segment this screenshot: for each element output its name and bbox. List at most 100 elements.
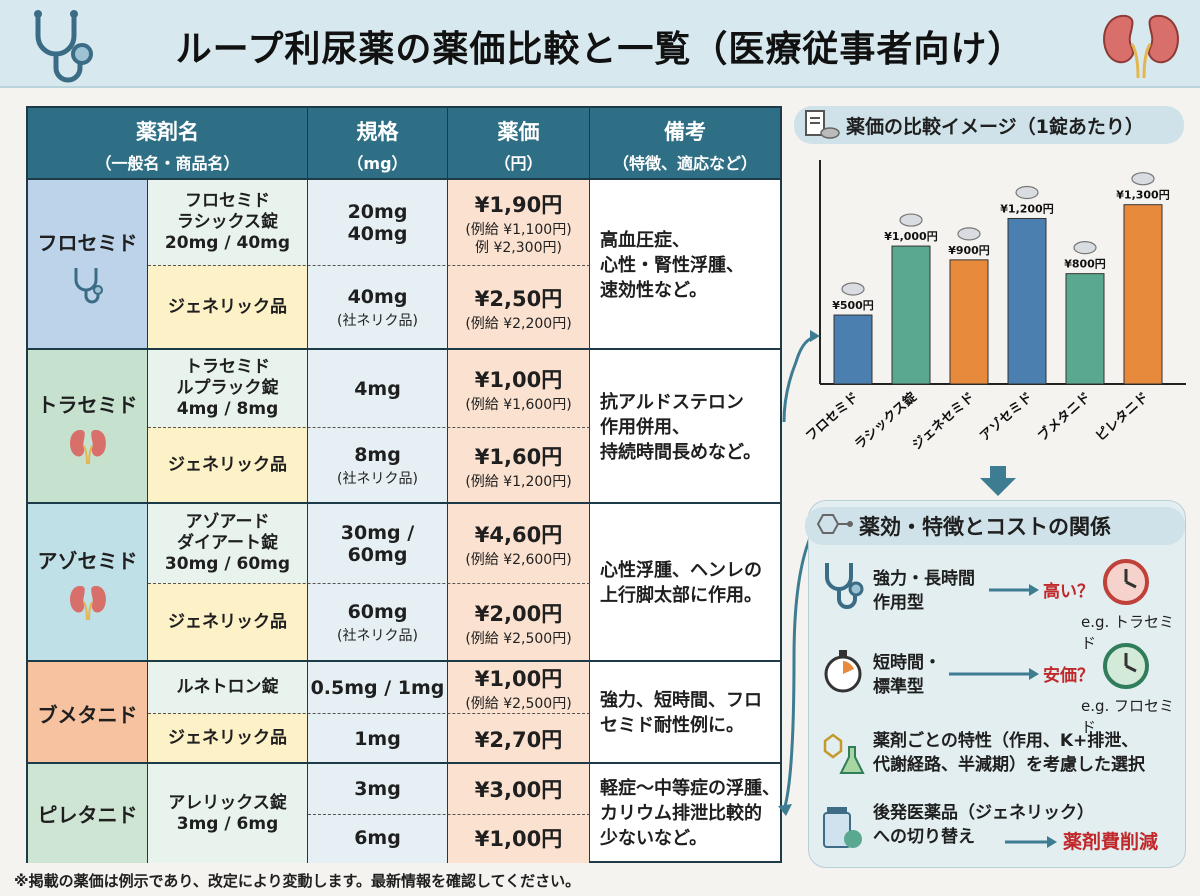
price-value: ¥2,50円 [474, 286, 563, 311]
spec-cell: 8mg (社ネリク品) [308, 427, 448, 504]
chart-header: 薬価の比較イメージ（1錠あたり） [794, 106, 1184, 144]
spec-cell: 20mg 40mg [308, 180, 448, 265]
bar [833, 314, 873, 385]
stopwatch-icon [824, 650, 862, 693]
spec-cell: 1mg [308, 713, 448, 764]
pill-icon [1015, 185, 1039, 200]
price-note: (例給 ¥1,200円) [465, 473, 572, 490]
price-note: (例給 ¥1,600円) [465, 396, 572, 413]
price-cell: ¥2,50円 (例給 ¥2,200円) [448, 265, 590, 350]
kidney-icon [69, 585, 106, 620]
drug-name-cell: フロセミド [28, 180, 148, 350]
price-cell: ¥1,00円 [448, 813, 590, 863]
brand-cell: ジェネリック品 [148, 427, 308, 504]
notes-cell: 高血圧症、 心性・腎性浮腫、 速効性など。 [600, 229, 744, 301]
relation-item-strong: 強力・長時間 作用型 [873, 569, 975, 613]
brand-cell: フロセミド ラシックス錠 20mg / 40mg [148, 180, 308, 265]
price-note: (例給 ¥2,500円) [465, 630, 572, 647]
spec-cell: 3mg [308, 764, 448, 814]
bar-value-label: ¥1,300円 [1116, 189, 1169, 202]
price-cell: ¥3,00円 [448, 764, 590, 814]
price-table: 薬剤名 （一般名・商品名） 規格 （mg） 薬価 （円） 備考 （特徴、適応など） フロ… [26, 106, 782, 863]
price-value: ¥1,60円 [474, 444, 563, 469]
spec-value: 20mg 40mg [347, 200, 408, 245]
drug-name-cell: トラセミド [28, 350, 148, 504]
price-note: (例給 ¥2,600円) [465, 551, 572, 568]
drug-name-cell: ピレタニド [28, 764, 148, 863]
spec-cell: 4mg [308, 350, 448, 427]
bar-value-label: ¥800円 [1064, 258, 1106, 271]
price-value: ¥1,00円 [474, 367, 563, 392]
notes-cell: 心性浮腫、ヘンレの 上行脚太部に作用。 [600, 560, 762, 606]
drug-name-cell: ブメタニド [28, 662, 148, 764]
drug-name: ブメタニド [37, 702, 138, 727]
drug-name: アゾセミド [37, 548, 138, 573]
price-cell: ¥1,00円 (例給 ¥2,500円) [448, 662, 590, 713]
spec-cell: 0.5mg / 1mg [308, 662, 448, 713]
stethoscope-icon [825, 563, 864, 609]
price-value: ¥1,00円 [474, 666, 563, 691]
medicine-bottle-icon [823, 807, 862, 848]
table-row: アゾセミド 心性浮腫、ヘンレの 上行脚太部に作用。 アゾアード ダイアート錠 30m… [28, 502, 780, 662]
spec-note: (社ネリク品) [337, 312, 418, 329]
spec-value: 40mg [347, 285, 408, 308]
page-title: ループ利尿薬の薬価比較と一覧（医療従事者向け） [175, 29, 1025, 70]
chart-title: 薬価の比較イメージ（1錠あたり） [846, 115, 1144, 138]
relation-panel: 薬効・特徴とコストの関係 強力・長時間 作用型 高い？ e.g. トラセミド 短… [805, 500, 1186, 868]
example-torasemide: e.g. トラセミド [1081, 613, 1175, 652]
flask-icon [823, 733, 865, 774]
price-note: (例給 ¥1,100円) 例 ¥2,300円) [465, 221, 572, 256]
stethoscope-icon [34, 10, 93, 83]
relation-item-generic: 後発医薬品（ジェネリック） への切り替え [873, 803, 1094, 847]
footnote: ※掲載の薬価は例示であり、改定により変動します。最新情報を確認してください。 [14, 872, 581, 890]
pill-icon [841, 282, 865, 296]
kidney-icon [69, 429, 106, 464]
spec-cell: 60mg (社ネリク品) [308, 583, 448, 662]
bar-value-label: ¥1,000円 [884, 230, 937, 243]
price-value: ¥2,70円 [474, 727, 563, 752]
header-price: 薬価 （円） [448, 108, 590, 178]
brand-cell: ジェネリック品 [148, 265, 308, 350]
table-row: トラセミド 抗アルドステロン 作用併用、 持続時間長めなど。 トラセミド ルプラック… [28, 348, 780, 504]
bar-value-label: ¥900円 [948, 244, 990, 257]
brand-cell: アレリックス錠 3mg / 6mg [148, 764, 308, 863]
brand-cell: トラセミド ルプラック錠 4mg / 8mg [148, 350, 308, 427]
bar-chart: ¥500円フロセミド¥1,000円ラシックス錠¥900円ジェネセミド¥1,200… [803, 160, 1186, 453]
drug-name: フロセミド [37, 230, 138, 255]
x-tick-label: ピレタニド [1093, 390, 1151, 445]
brand-cell: アゾアード ダイアート錠 30mg / 60mg [148, 504, 308, 583]
tag-cost-reduction: 薬剤費削減 [1063, 831, 1159, 853]
price-cell: ¥1,00円 (例給 ¥1,600円) [448, 350, 590, 427]
bar-value-label: ¥1,200円 [1000, 202, 1053, 215]
price-cell: ¥2,00円 (例給 ¥2,500円) [448, 583, 590, 662]
price-value: ¥4,60円 [474, 522, 563, 547]
arrow-icon [1005, 836, 1057, 848]
notes-cell: 軽症〜中等症の浮腫、 カリウム排泄比較的 少ないなど。 [600, 778, 780, 849]
price-cell: ¥1,90円 (例給 ¥1,100円) 例 ¥2,300円) [448, 180, 590, 265]
spec-value: 30mg / 60mg [340, 521, 415, 566]
row-divider [148, 713, 590, 714]
tag-cheap: 安価？ [1043, 666, 1094, 686]
spec-cell: 6mg [308, 813, 448, 863]
x-tick-label: ブメタニド [1035, 389, 1094, 444]
price-value: ¥3,00円 [474, 777, 563, 802]
pill-icon [899, 213, 923, 227]
molecule-icon [816, 514, 853, 534]
header-notes: 備考 （特徴、適応など） [590, 108, 780, 178]
pill-icon [957, 227, 981, 241]
header-spec: 規格 （mg） [308, 108, 448, 178]
relation-header: 薬効・特徴とコストの関係 [805, 507, 1185, 545]
spec-value: 3mg [354, 777, 401, 800]
down-arrow-icon [980, 466, 1016, 496]
tag-expensive: 高い？ [1043, 582, 1094, 602]
price-value: ¥2,00円 [474, 601, 563, 626]
drug-name-cell: アゾセミド [28, 504, 148, 662]
bar [1007, 217, 1047, 385]
relation-item-selection: 薬剤ごとの特性（作用、K+排泄、 代謝経路、半減期）を考慮した選択 [873, 731, 1145, 775]
pill-icon [1131, 172, 1155, 186]
chart-panel: 薬価の比較イメージ（1錠あたり） ¥500円 フロセミド ¥1,000円 ラシックス錠… [790, 102, 1186, 492]
spec-value: 60mg [347, 600, 408, 623]
page-header: ループ利尿薬の薬価比較と一覧（医療従事者向け） [0, 0, 1200, 88]
bar [949, 259, 989, 385]
drug-name: ピレタニド [37, 803, 138, 827]
